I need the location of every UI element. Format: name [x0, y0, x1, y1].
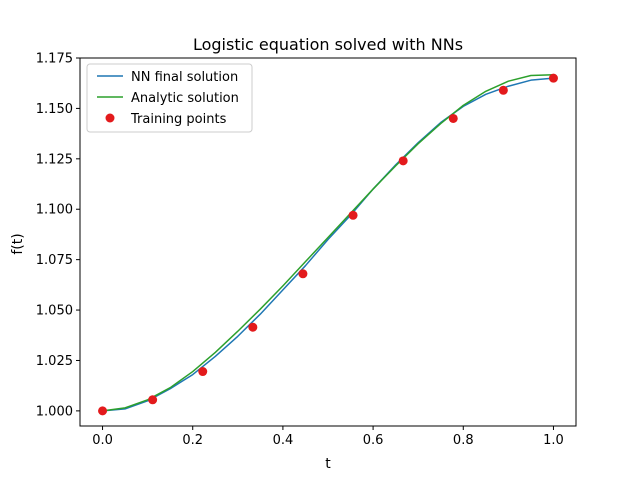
y-tick-label: 1.075 — [36, 253, 73, 268]
legend-label-analytic: Analytic solution — [131, 91, 239, 106]
y-tick-label: 1.125 — [36, 152, 73, 167]
training-point — [548, 73, 558, 83]
x-tick-label: 0.2 — [182, 433, 203, 448]
y-tick-label: 1.050 — [36, 304, 73, 319]
plot-area — [98, 73, 558, 416]
x-tick-label: 0.0 — [92, 433, 113, 448]
x-tick-label: 0.6 — [363, 433, 384, 448]
training-point — [248, 322, 258, 332]
training-point — [98, 406, 108, 416]
y-tick-label: 1.000 — [36, 404, 73, 419]
legend-label-nn: NN final solution — [131, 70, 238, 85]
x-tick-label: 0.8 — [453, 433, 474, 448]
training-point — [348, 210, 358, 220]
y-tick-label: 1.100 — [36, 203, 73, 218]
chart-title: Logistic equation solved with NNs — [193, 35, 463, 54]
y-tick-label: 1.150 — [36, 102, 73, 117]
legend: NN final solution Analytic solution Trai… — [86, 63, 253, 133]
x-tick-label: 0.4 — [273, 433, 294, 448]
legend-frame — [86, 63, 253, 133]
training-point — [448, 113, 458, 123]
training-point — [198, 367, 208, 377]
legend-swatch-training — [105, 113, 115, 123]
training-point — [298, 269, 308, 279]
x-axis-label: t — [325, 456, 331, 472]
y-tick-label: 1.025 — [36, 354, 73, 369]
training-point — [398, 156, 408, 166]
series-line-1 — [101, 73, 555, 412]
x-tick-label: 1.0 — [543, 433, 564, 448]
series-line-0 — [101, 77, 555, 412]
y-axis-label: f(t) — [10, 233, 26, 254]
y-tick-label: 1.175 — [36, 52, 73, 67]
legend-label-training: Training points — [130, 112, 227, 127]
axes-frame — [79, 57, 577, 427]
axes: 0.0 0.2 0.4 0.6 0.8 1.0 1.000 1.025 1.050 1.075 1.… — [36, 52, 577, 448]
training-point — [498, 85, 508, 95]
training-point — [148, 395, 158, 405]
